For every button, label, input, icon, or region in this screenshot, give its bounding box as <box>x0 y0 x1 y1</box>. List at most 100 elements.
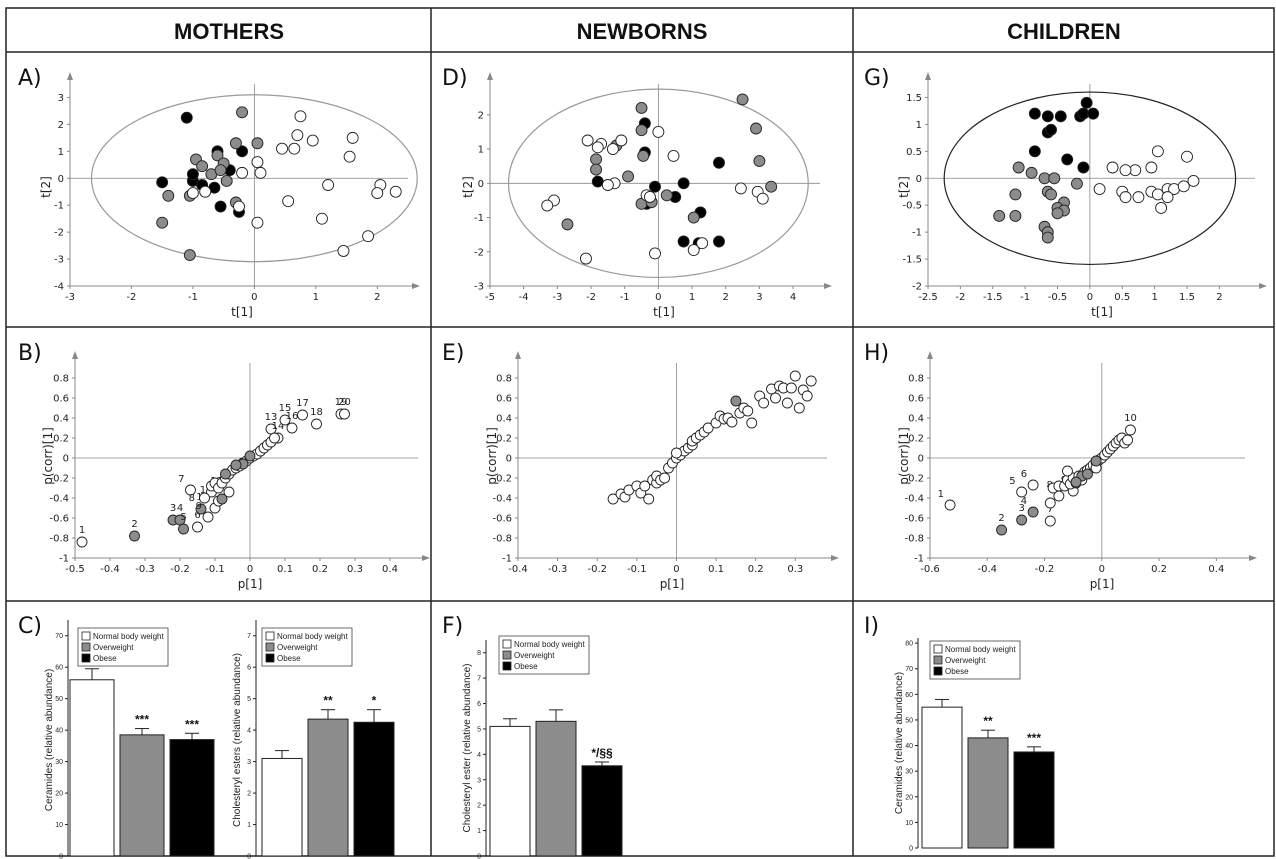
y-axis-label: t[2] <box>897 176 911 198</box>
point-normal <box>288 142 301 155</box>
point-normal <box>1155 201 1168 214</box>
legend-label: Obese <box>945 667 969 676</box>
chart-I: I) 0 10 20 30 40 50 60 70 80 Ceramides (relative a… <box>864 614 1055 853</box>
y-tick-label: 10 <box>55 822 63 829</box>
point-overweight <box>750 122 762 135</box>
point-normal <box>337 245 350 257</box>
point-normal <box>726 416 738 428</box>
bar-overweight <box>119 734 165 857</box>
point-overweight <box>214 164 227 177</box>
point-overweight <box>1009 188 1022 201</box>
x-tick-label: -5 <box>485 292 495 303</box>
bar-overweight <box>307 718 349 857</box>
point-normal <box>781 397 793 409</box>
point-number-label: 2 <box>998 513 1004 524</box>
point-obese <box>1087 107 1100 120</box>
point-normal <box>233 200 245 213</box>
y-tick-label: 3 <box>477 777 481 784</box>
y-tick-label: 0.4 <box>53 414 69 425</box>
y-tick-label: -0.4 <box>904 494 924 505</box>
y-tick-label: 0 <box>918 454 924 465</box>
point-obese <box>1077 161 1090 174</box>
y-axis-label: t[2] <box>461 176 475 198</box>
x-axis-arrow <box>1259 283 1267 289</box>
point-number-label: 6 <box>194 510 200 521</box>
point-overweight <box>220 468 231 480</box>
significance-label: * <box>372 694 377 708</box>
point-overweight <box>162 189 175 202</box>
point-obese <box>649 180 661 193</box>
bar-obese <box>169 739 215 857</box>
x-tick-label: 1.5 <box>1179 292 1195 303</box>
legend-label: Obese <box>514 662 538 671</box>
point-obese <box>677 177 690 190</box>
legend-swatch <box>265 653 275 663</box>
y-axis-label: Cholesteryl ester (relative abundance) <box>462 664 473 833</box>
y-tick-label: -1 <box>59 554 69 565</box>
legend-label: Overweight <box>277 643 318 652</box>
x-tick-label: -2 <box>955 292 965 303</box>
bar-overweight <box>535 720 577 857</box>
x-axis-arrow <box>412 283 420 289</box>
point-number-label: 4 <box>1021 496 1027 507</box>
x-tick-label: 0.1 <box>277 564 293 575</box>
legend-label: Normal body weight <box>93 632 164 641</box>
y-tick-label: 7 <box>247 633 251 640</box>
point-overweight <box>178 523 189 535</box>
legend-label: Overweight <box>514 651 555 660</box>
y-tick-label: 2 <box>247 791 251 798</box>
point-normal <box>1132 191 1145 204</box>
y-tick-label: -0.6 <box>49 514 69 525</box>
x-tick-label: 0.5 <box>1114 292 1130 303</box>
point-overweight <box>753 155 766 167</box>
point-overweight <box>1070 476 1082 488</box>
x-axis-arrow <box>824 283 832 289</box>
point-normal <box>785 382 797 394</box>
point-number-label: 17 <box>296 398 309 409</box>
significance-label: *** <box>185 717 199 731</box>
y-tick-label: 0.6 <box>496 394 512 405</box>
point-normal <box>291 129 304 142</box>
header-newborns: NEWBORNS <box>577 19 708 44</box>
x-tick-label: 0.2 <box>1151 564 1167 575</box>
point-normal <box>789 370 801 382</box>
y-tick-label: -2 <box>54 228 64 239</box>
header-children: CHILDREN <box>1007 19 1121 44</box>
y-tick-label: 0.4 <box>496 414 512 425</box>
y-tick-label: 6 <box>247 665 251 672</box>
y-tick-label: -0.5 <box>902 201 922 212</box>
y-tick-label: 0.2 <box>908 434 924 445</box>
x-tick-label: 2 <box>723 292 729 303</box>
point-normal <box>236 166 249 179</box>
point-number-label: 15 <box>279 403 292 414</box>
point-overweight <box>1051 207 1064 220</box>
point-number-label: 13 <box>265 412 278 423</box>
y-tick-label: 0 <box>63 454 69 465</box>
y-tick-label: 0 <box>58 174 64 185</box>
y-tick-label: 40 <box>55 728 63 735</box>
y-tick-label: 80 <box>905 641 913 648</box>
x-tick-label: 0.3 <box>347 564 363 575</box>
y-tick-label: -4 <box>54 282 64 293</box>
x-tick-label: 0 <box>1099 564 1105 575</box>
point-overweight <box>730 395 742 407</box>
point-obese <box>1045 123 1057 136</box>
y-axis-arrow <box>67 72 73 80</box>
point-normal <box>371 187 384 200</box>
point-overweight <box>1070 177 1083 190</box>
point-overweight <box>183 249 196 261</box>
point-number-label: 14 <box>272 421 285 432</box>
y-tick-label: 0.8 <box>496 374 512 385</box>
panel-label: I) <box>864 614 879 639</box>
legend-swatch <box>81 631 91 641</box>
x-tick-label: -1 <box>1020 292 1030 303</box>
y-tick-label: 0.8 <box>53 374 69 385</box>
point-number-label: 5 <box>180 512 186 523</box>
point-normal <box>1062 465 1073 477</box>
x-tick-label: -0.1 <box>205 564 225 575</box>
legend-swatch <box>933 655 943 665</box>
bar-normal <box>921 706 963 849</box>
point-overweight <box>1012 161 1025 174</box>
point-overweight <box>1045 188 1057 201</box>
x-tick-label: -4 <box>519 292 529 303</box>
